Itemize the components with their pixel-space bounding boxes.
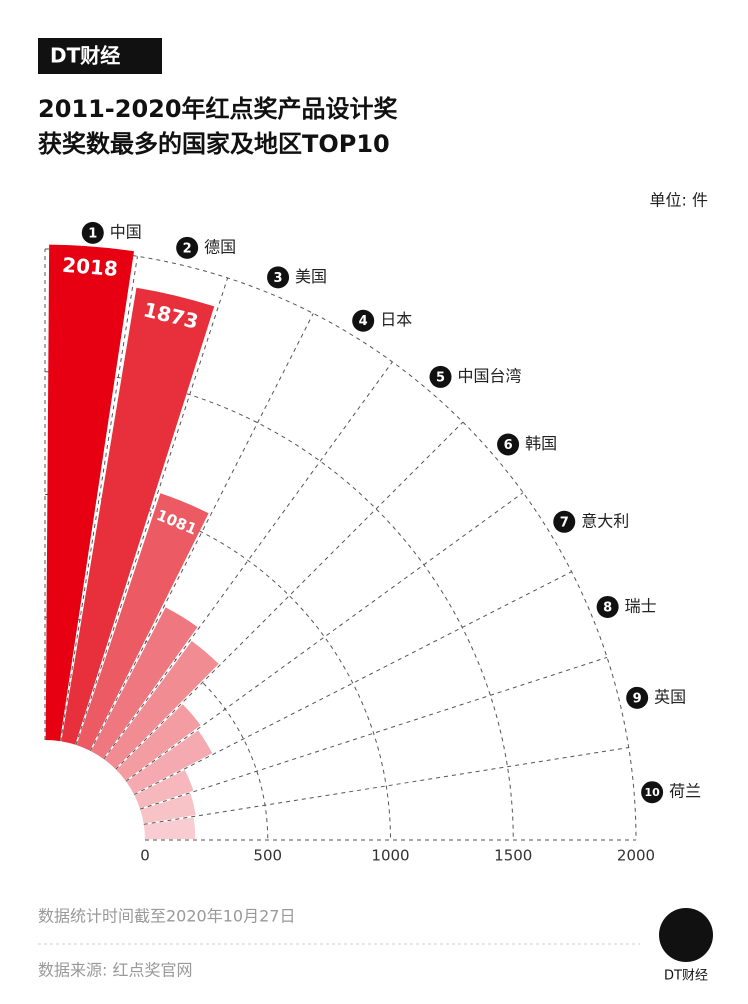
bar	[104, 640, 219, 769]
bar	[61, 287, 215, 745]
radial-line	[103, 361, 393, 760]
category-label: 美国	[295, 267, 327, 286]
category-label: 瑞士	[625, 596, 657, 615]
bar	[45, 244, 135, 742]
radial-line	[125, 492, 524, 782]
brand-logo	[659, 908, 713, 962]
category-label: 日本	[380, 310, 412, 329]
bar	[140, 793, 196, 824]
rank: 5	[436, 370, 445, 385]
bar	[116, 704, 201, 781]
radial-line	[60, 256, 138, 742]
rank: 10	[644, 786, 660, 799]
radial-line	[139, 656, 608, 810]
chart-title: 获奖数最多的国家及地区TOP10	[38, 130, 390, 158]
brand: DT财经	[50, 44, 120, 68]
category-label: 德国	[204, 237, 236, 256]
bar	[134, 769, 194, 809]
bar	[126, 730, 213, 794]
rank: 3	[274, 271, 283, 286]
category-label: 中国	[110, 222, 142, 241]
rank-badge	[596, 595, 619, 618]
rank-badge	[176, 236, 199, 259]
category-label: 意大利	[581, 511, 629, 530]
rank: 8	[603, 600, 612, 615]
brand: DT财经	[664, 969, 708, 984]
rank: 1	[88, 226, 97, 241]
rank-badge	[352, 309, 375, 332]
radial-line	[133, 571, 572, 796]
category-label: 韩国	[525, 434, 557, 453]
x-tick-label: 1000	[371, 847, 409, 865]
bar	[143, 817, 196, 840]
radial-line	[75, 277, 229, 746]
rank-badge	[267, 266, 290, 289]
radial-line	[143, 747, 629, 825]
rank: 7	[560, 515, 569, 530]
bar	[76, 493, 209, 751]
rank-badge	[429, 365, 452, 388]
brand-box	[38, 38, 162, 74]
category-label: 英国	[654, 687, 686, 706]
category-label: 中国台湾	[458, 366, 522, 385]
note: 数据统计时间截至2020年10月27日	[38, 907, 295, 926]
x-tick-label: 0	[140, 847, 150, 865]
chart-title: 2011-2020年红点奖产品设计奖	[38, 95, 399, 123]
rank: 4	[359, 314, 368, 329]
rank-badge	[626, 686, 649, 709]
x-tick-label: 500	[253, 847, 282, 865]
x-tick-label: 1500	[494, 847, 532, 865]
rank: 9	[633, 691, 642, 706]
grid-arc	[44, 371, 514, 841]
note: 数据来源: 红点奖官网	[38, 961, 192, 980]
value-label: 2018	[61, 253, 118, 281]
unit: 单位: 件	[650, 191, 708, 210]
rank-badge	[81, 221, 104, 244]
bar	[91, 607, 198, 759]
x-tick-label: 2000	[617, 847, 655, 865]
rank-badge	[641, 781, 664, 804]
rank-badge	[497, 433, 520, 456]
rank-badge	[553, 510, 576, 533]
radial-line	[115, 421, 464, 770]
radial-line	[89, 313, 314, 752]
rank: 6	[504, 438, 513, 453]
category-label: 荷兰	[669, 782, 701, 801]
rank: 2	[183, 241, 192, 256]
